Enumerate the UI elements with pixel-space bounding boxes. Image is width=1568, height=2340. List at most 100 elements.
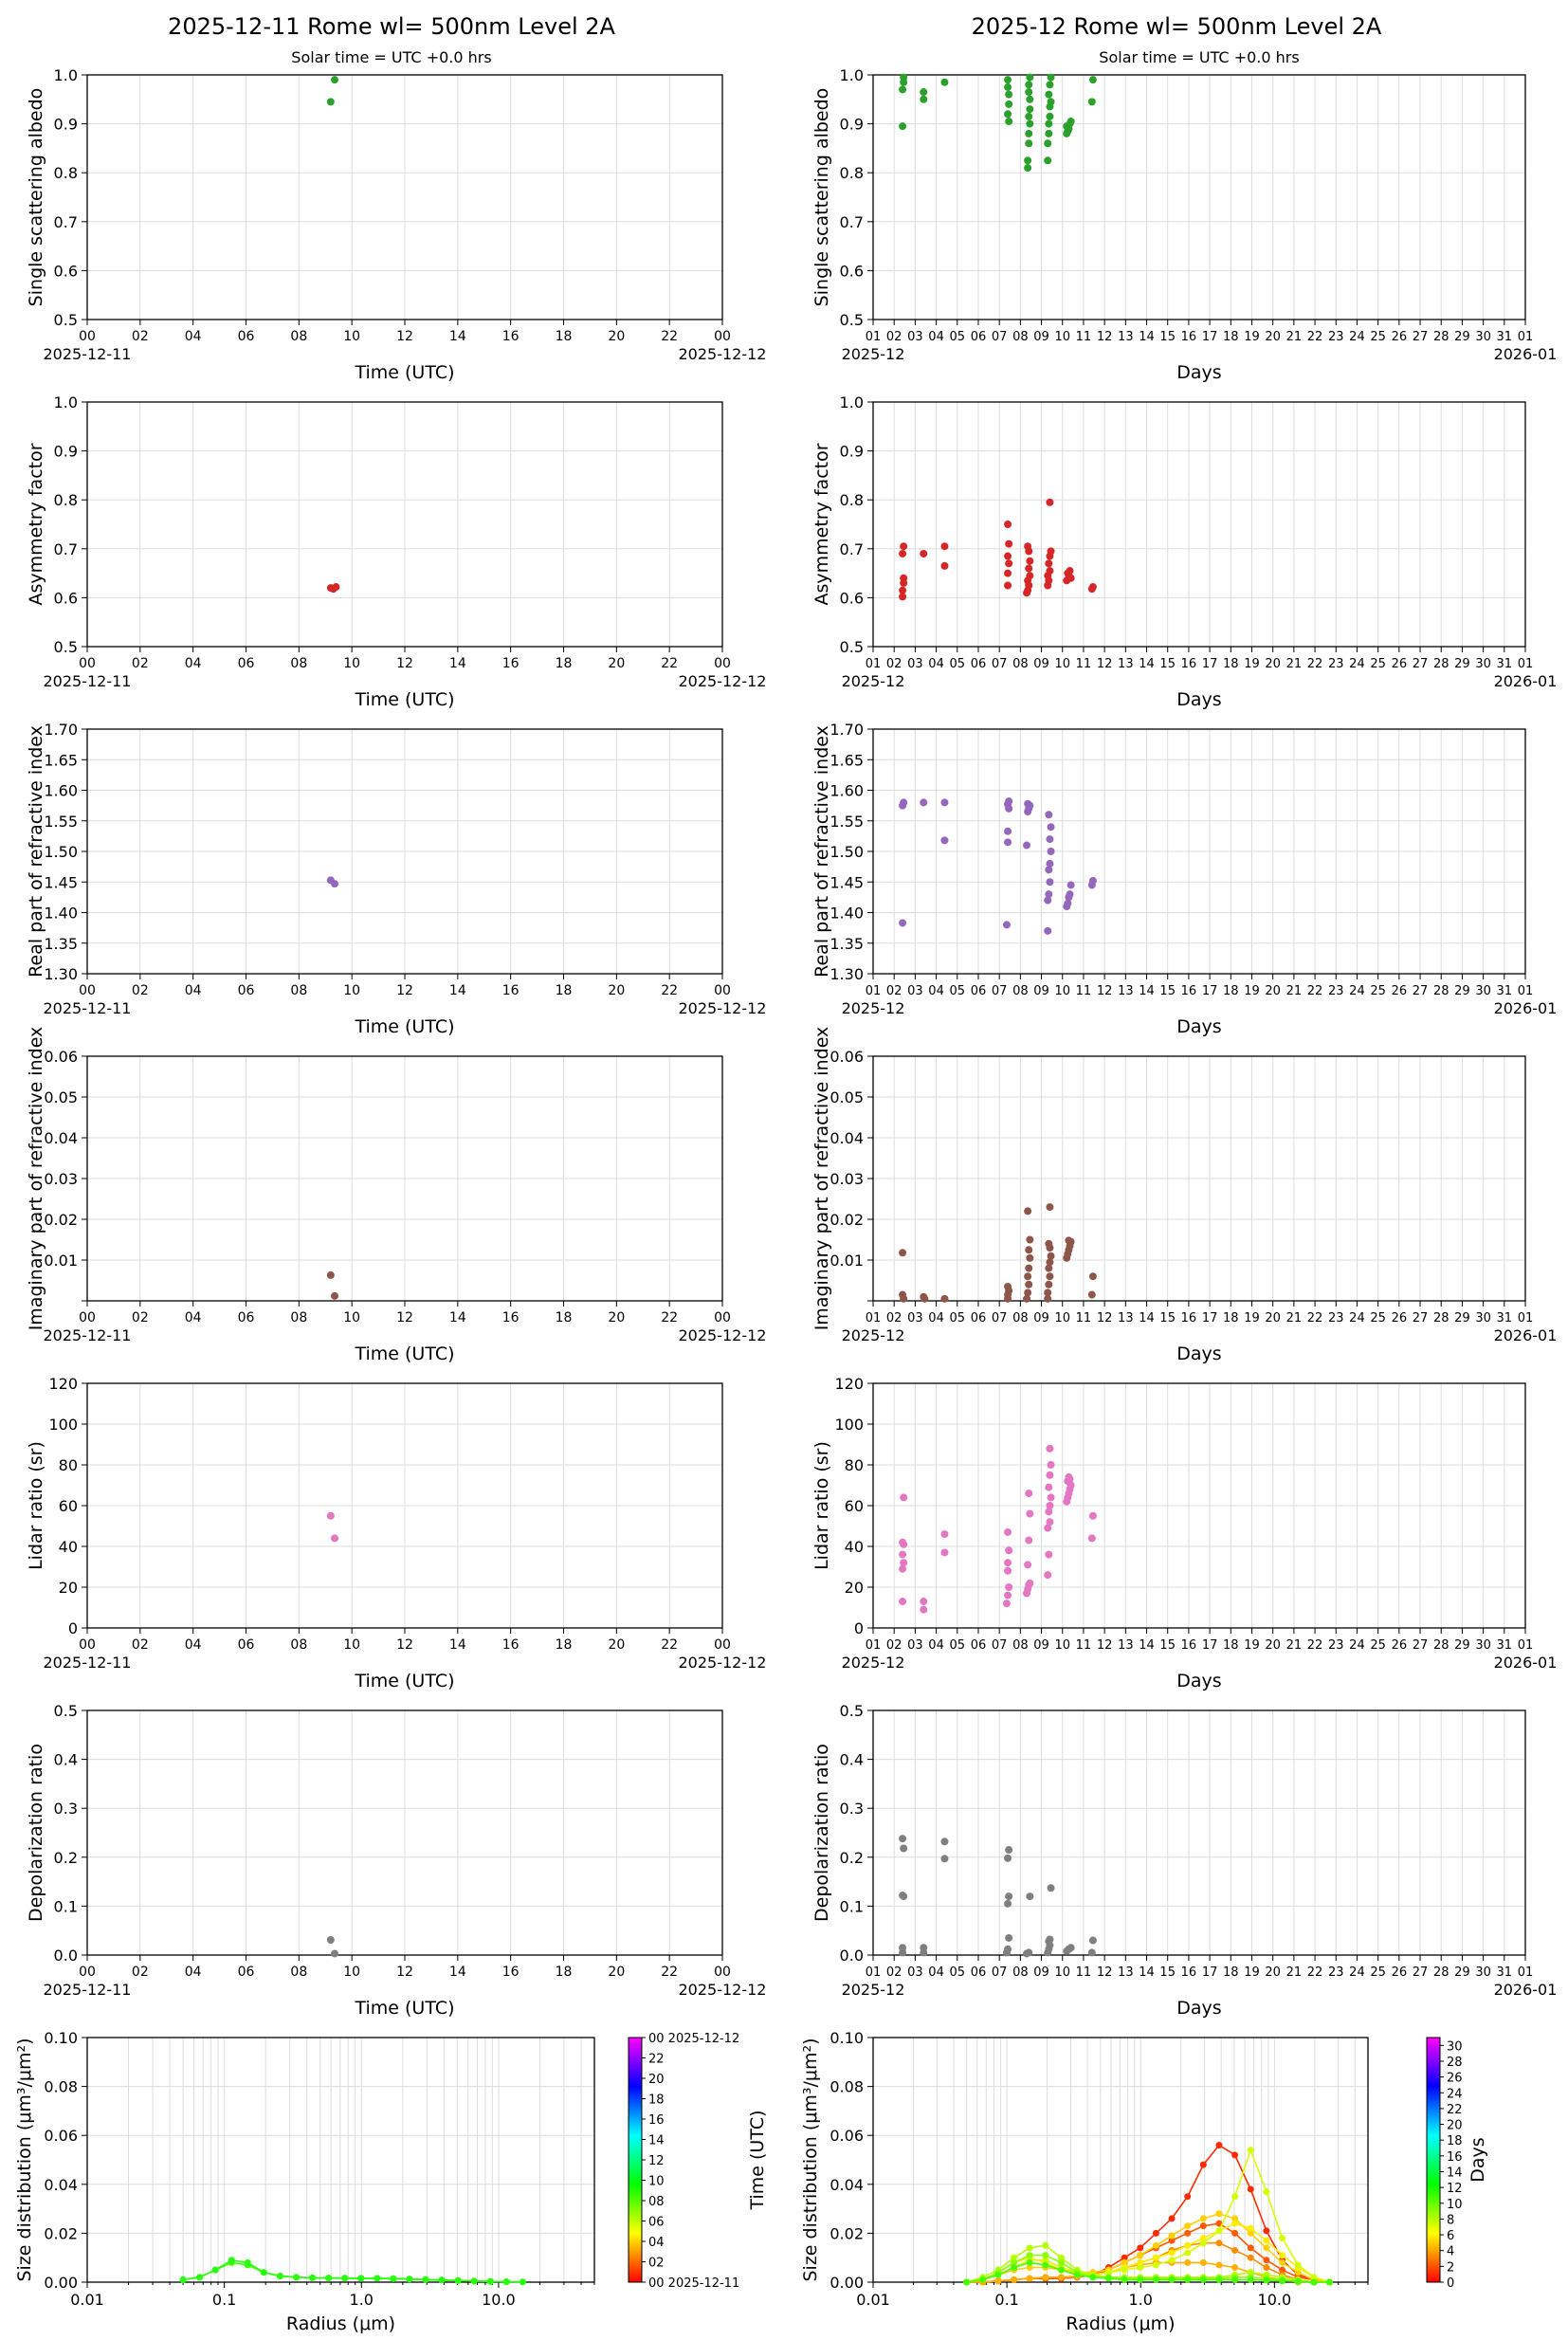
y-tick-label: 0.05 [830,1088,864,1106]
x-tick-label: 22 [1307,330,1323,344]
x-tick-label: 10 [343,1637,360,1653]
data-point [1046,498,1054,506]
data-point [899,1835,907,1843]
x-tick-label: 22 [661,656,678,671]
y-tick-label: 0.6 [840,262,864,280]
size-series-point [1231,2246,1239,2254]
size-series-point [1137,2252,1144,2259]
size-series-point [260,2269,267,2276]
data-point [1005,539,1013,548]
y-tick-label: 1.40 [44,905,78,923]
size-series-point [1168,2232,1176,2239]
y-tick-label: 0.06 [830,1048,864,1066]
x-end-date: 2026-01 [1494,672,1558,690]
data-point [1044,156,1052,165]
x-tick-label: 18 [556,1637,573,1653]
size-series-point [519,2278,526,2286]
size-series-point [1152,2254,1159,2261]
size-series-point [1199,2222,1207,2230]
size-series-point [1057,2266,1065,2274]
data-point [900,1844,908,1853]
x-tick-label: 04 [185,1310,202,1325]
data-point [1045,559,1053,568]
plot-frame [872,2037,1369,2283]
x-tick-label: 00 [79,1310,96,1325]
y-tick-label: 1.65 [44,751,78,769]
x-axis-label: Days [1176,689,1221,710]
colorbar-tick-label: 18 [1447,2134,1463,2148]
size-series-point [1026,2264,1033,2272]
x-tick-label: 09 [1033,1311,1049,1325]
size-series-point [293,2274,301,2281]
size-series-point [1168,2249,1176,2257]
y-tick-label: 0.9 [840,116,864,134]
x-tick-label: 04 [928,657,944,671]
size-series-point [1310,2274,1318,2281]
x-tick-label: 00 [714,656,731,671]
data-point [940,1530,949,1539]
x-end-date: 2026-01 [1494,1654,1558,1672]
y-axis-label: Single scattering albedo [811,88,832,307]
colorbar-tick-label: 12 [1447,2182,1463,2196]
size-series-point [422,2276,429,2283]
x-tick-label: 22 [1307,1311,1323,1325]
x-tick-label: 16 [502,1637,520,1653]
size-series-point [1247,2224,1254,2232]
size-series-point [1231,2193,1239,2201]
x-tick-label: 05 [950,330,966,344]
data-point [920,1944,928,1952]
data-point [326,98,335,106]
data-point [1025,1246,1033,1254]
colorbar [1426,2037,1441,2283]
x-tick-label: 08 [1012,330,1029,344]
x-tick-label: 20 [608,1310,625,1325]
size-series-point [1152,2229,1159,2237]
size-series-point [325,2275,333,2282]
x-tick-label: 06 [238,1310,255,1325]
data-point [1025,1490,1033,1498]
x-tick-label: 10 [1054,330,1070,344]
x-tick-label: 18 [1223,984,1239,998]
size-series-point [1152,2276,1159,2283]
x-tick-label: 05 [950,1311,966,1325]
x-tick-label: 14 [449,1310,466,1325]
size-series-point [1184,2241,1192,2249]
data-point [1004,552,1012,560]
data-point [920,549,928,558]
x-tick-label: 00 [79,656,96,671]
data-point [1024,1207,1032,1216]
x-tick-label: 12 [1097,1638,1113,1653]
size-series-point [1184,2258,1192,2266]
data-point [1088,1936,1097,1945]
x-tick-label: 26 [1392,1965,1408,1980]
x-tick-label: 28 [1433,984,1449,998]
x-tick-label: 06 [971,1638,987,1653]
data-point [1087,1948,1096,1957]
x-tick-label: 29 [1454,1965,1470,1980]
size-series-point [1231,2220,1239,2227]
x-tick-label: 01 [1518,984,1534,998]
data-point [899,1564,907,1573]
x-tick-label: 22 [661,1637,678,1653]
data-point [1045,129,1053,137]
size-distribution-panel: 0.01 0.1 1.0 10.0 0.00 0.02 0.04 0.06 0.08 0.10 Ra… [800,2029,1488,2334]
data-point [326,1511,335,1520]
x-tick-label: 23 [1328,657,1344,671]
size-series-point [1294,2261,1302,2269]
y-axis-label: Imaginary part of refractive index [811,1027,832,1331]
size-series-point [1247,2269,1254,2276]
y-tick-label: 0.00 [44,2274,78,2292]
data-point [331,76,339,84]
x-tick-label: 15 [1159,1311,1176,1325]
chart-panel: 01 02 03 04 05 06 07 08 09 10 11 12 13 14 15 16 17 18 19 20… [811,1702,1557,2019]
x-axis-label: Radius (μm) [1066,2313,1175,2334]
size-series-point [1057,2254,1065,2261]
data-point [1026,119,1034,128]
data-point [1004,1282,1012,1290]
y-tick-label: 0.10 [44,2029,78,2047]
colorbar-tick-label: 16 [648,2113,665,2128]
data-point [1045,890,1053,899]
data-point [1005,90,1013,99]
x-tick-label: 18 [1223,330,1239,344]
data-point [899,1892,907,1900]
